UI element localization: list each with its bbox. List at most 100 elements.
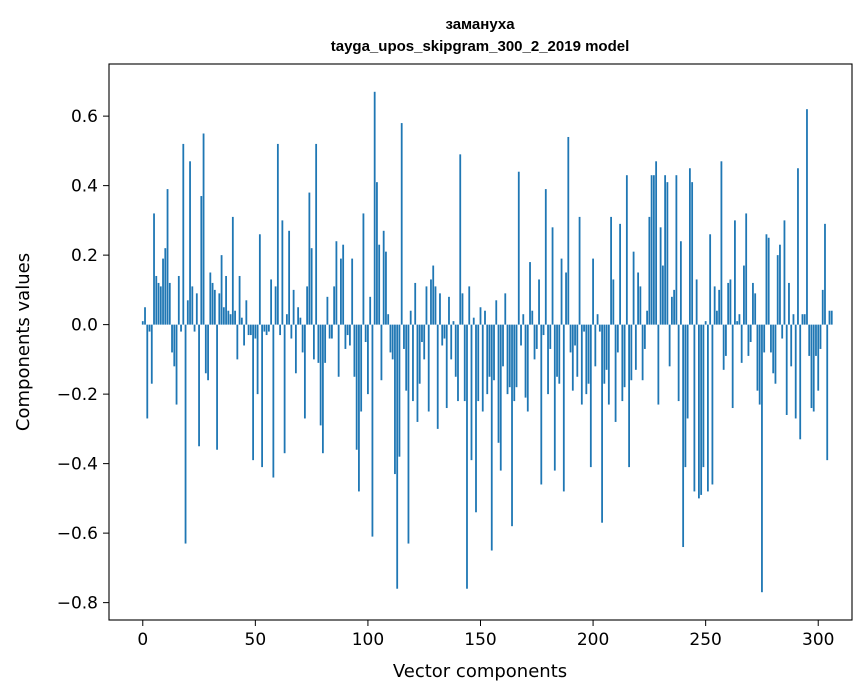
bar [695, 279, 698, 325]
bar [281, 220, 284, 325]
x-tick-label: 100 [352, 630, 384, 650]
bar [612, 279, 615, 325]
bar [594, 324, 597, 367]
bar [249, 324, 252, 336]
bar [184, 324, 187, 544]
bar [745, 213, 748, 325]
bar [301, 324, 304, 353]
bar [709, 234, 712, 325]
bars-group [141, 91, 833, 593]
bar [725, 324, 727, 356]
bar [607, 324, 610, 405]
bar [247, 324, 250, 336]
bar [515, 324, 518, 388]
y-axis-label: Components values [13, 253, 34, 431]
bar [765, 234, 768, 325]
x-tick-label: 0 [137, 630, 148, 650]
bar [371, 324, 374, 537]
bar [243, 324, 245, 346]
bar [513, 324, 516, 402]
bar [819, 324, 822, 349]
bar [799, 324, 802, 440]
y-tick-label: 0.2 [71, 246, 98, 266]
bar [504, 293, 507, 325]
bar [450, 324, 453, 360]
bar [448, 296, 450, 325]
bar [294, 324, 297, 374]
bar [621, 324, 624, 402]
bar [817, 324, 820, 391]
bar [452, 321, 455, 325]
bar [346, 324, 349, 336]
bar [360, 324, 363, 412]
bar [499, 324, 502, 471]
bar [400, 123, 403, 325]
bar [614, 324, 617, 422]
bar [711, 324, 714, 485]
bar [427, 324, 430, 412]
bar [713, 286, 716, 325]
bar [443, 324, 446, 339]
bar [767, 237, 770, 325]
bar [801, 314, 804, 325]
bar [785, 324, 788, 415]
bar [240, 317, 243, 325]
bar [560, 258, 563, 325]
bar [186, 300, 189, 325]
bar [781, 324, 784, 339]
bar [333, 286, 336, 325]
bar [461, 293, 464, 325]
bar [747, 324, 750, 356]
bar [677, 324, 680, 402]
bar [382, 230, 385, 325]
bar [468, 286, 471, 325]
bar [373, 91, 376, 325]
bar [540, 324, 543, 485]
bar [155, 275, 158, 325]
bar [432, 265, 435, 325]
bar [551, 227, 554, 325]
bar [763, 324, 766, 353]
bar [315, 143, 318, 325]
bar [418, 324, 421, 384]
bar [472, 317, 475, 325]
bar [403, 324, 405, 349]
bar [441, 324, 444, 346]
bar [344, 324, 347, 349]
bar [664, 175, 667, 325]
bar [355, 324, 358, 450]
bar [643, 324, 646, 349]
bar [463, 324, 466, 402]
bar [698, 324, 700, 499]
bar [479, 307, 482, 325]
bar [808, 324, 811, 356]
bar [376, 182, 378, 325]
bar [734, 220, 736, 325]
x-axis-label: Vector components [393, 661, 567, 682]
bar [421, 324, 423, 343]
bar [738, 314, 741, 325]
bar [675, 175, 678, 325]
bar [632, 251, 635, 325]
bar [211, 282, 214, 325]
bar [547, 324, 549, 395]
bar [486, 324, 489, 395]
bar [258, 234, 261, 325]
x-tick-label: 150 [464, 630, 496, 650]
bar [166, 189, 169, 325]
bar [583, 324, 585, 332]
bar [511, 324, 513, 527]
bar [571, 324, 574, 391]
bar [828, 310, 831, 325]
bar [797, 168, 799, 325]
bar [497, 324, 500, 443]
bar [195, 293, 198, 325]
y-tick-label: 0.6 [71, 107, 98, 127]
bar [686, 324, 689, 419]
bar [414, 282, 417, 325]
bar [358, 324, 360, 492]
bar [416, 324, 419, 422]
bar [434, 286, 437, 325]
bar [646, 310, 649, 325]
bar [752, 282, 754, 325]
